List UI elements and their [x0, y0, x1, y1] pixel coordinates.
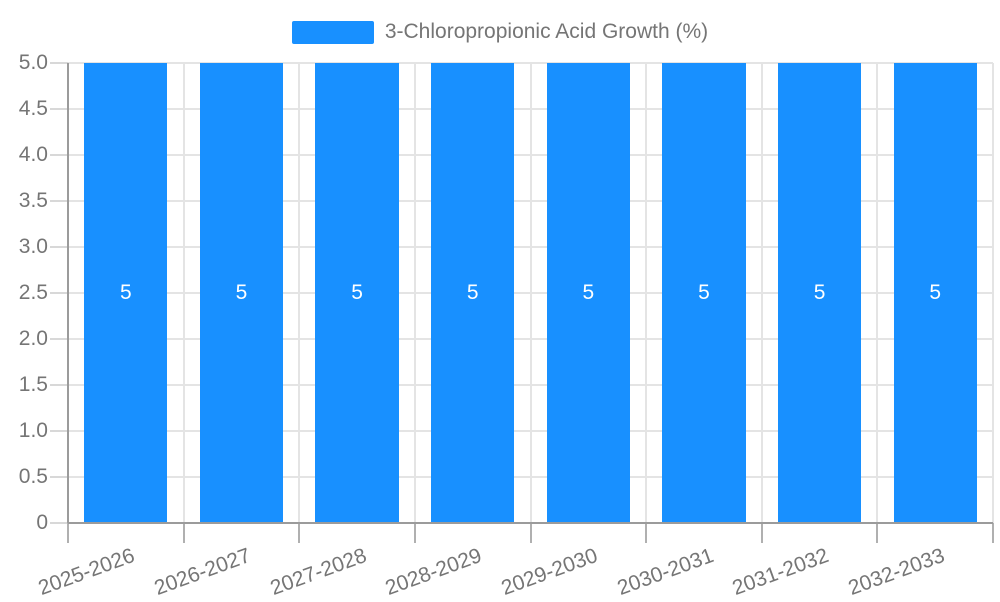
category-boundary-line [876, 63, 879, 523]
bar [777, 63, 862, 523]
x-axis-tick [876, 523, 879, 543]
y-axis-tick-label: 3.0 [18, 235, 48, 258]
x-axis-tick-label: 2028-2029 [382, 543, 485, 600]
category-boundary-line [413, 63, 416, 523]
bar-value-label: 5 [235, 281, 248, 304]
y-axis-tick [50, 246, 68, 248]
bar [431, 63, 515, 523]
x-axis-tick [992, 523, 994, 543]
x-axis-tick-label: 2029-2030 [498, 543, 601, 600]
y-axis-tick [50, 338, 68, 340]
bar [546, 63, 630, 523]
y-axis-line [67, 63, 69, 523]
y-axis-tick [50, 384, 68, 386]
x-axis-tick-label: 2027-2028 [267, 543, 370, 600]
x-axis-tick-label: 2032-2033 [845, 543, 948, 600]
y-axis-tick-label: 3.5 [18, 189, 48, 212]
legend-swatch-icon[interactable] [291, 20, 374, 44]
bar-value-label: 5 [351, 281, 363, 304]
y-axis-tick-label: 0.5 [18, 465, 48, 488]
x-axis-tick [529, 523, 532, 543]
y-axis-tick [50, 62, 68, 64]
y-axis-tick [50, 292, 68, 294]
y-axis-tick-label: 4.5 [18, 97, 48, 120]
y-axis-tick-label: 1.0 [18, 419, 48, 442]
bar-value-label: 5 [929, 281, 942, 304]
y-axis-tick [50, 476, 68, 478]
x-axis-tick-label: 2030-2031 [613, 543, 717, 600]
bar-value-label: 5 [582, 281, 595, 304]
x-axis-tick [182, 523, 185, 543]
category-boundary-line [298, 63, 301, 523]
y-axis-tick-label: 0 [36, 511, 48, 534]
x-axis-tick-label: 2031-2032 [729, 543, 832, 600]
category-boundary-line [645, 63, 648, 523]
y-axis-tick [50, 154, 68, 156]
x-axis-tick [760, 523, 763, 543]
legend-label[interactable]: 3-Chloropropionic Acid Growth (%) [384, 20, 709, 43]
x-axis-tick [413, 523, 416, 543]
y-axis-tick [50, 108, 68, 110]
y-axis-tick [50, 200, 68, 202]
x-axis-line [68, 522, 993, 524]
x-axis-tick-label: 2025-2026 [35, 543, 139, 600]
legend[interactable]: 3-Chloropropionic Acid Growth (%) [0, 19, 1000, 45]
bar-value-label: 5 [698, 281, 710, 304]
category-boundary-line [182, 63, 185, 523]
category-boundary-line [992, 63, 994, 523]
category-boundary-line [529, 63, 532, 523]
y-axis-tick-label: 4.0 [18, 143, 48, 166]
bar [662, 63, 746, 523]
bar [893, 63, 977, 523]
y-axis-tick-label: 1.5 [18, 373, 48, 396]
bar-value-label: 5 [119, 281, 132, 304]
bar [315, 63, 399, 523]
x-axis-tick [298, 523, 301, 543]
y-axis-tick-label: 2.0 [18, 327, 48, 350]
plot-area: 5.0 4.5 4.0 3.5 3.0 2.5 2.0 1.5 1.0 0.5 0 5 5 5 5 5 5 5 5 2… [19, 51, 994, 600]
bar [84, 63, 168, 523]
y-axis-tick [50, 522, 68, 524]
y-axis-tick-label: 2.5 [18, 281, 48, 304]
category-boundary-line [760, 63, 763, 523]
x-axis-tick-label: 2026-2027 [151, 543, 254, 600]
bar [199, 63, 284, 523]
x-axis-tick [67, 523, 69, 543]
x-axis-tick [645, 523, 648, 543]
bar-value-label: 5 [466, 281, 479, 304]
y-axis-tick [50, 430, 68, 432]
y-axis-tick-label: 5.0 [18, 51, 48, 74]
bar-value-label: 5 [813, 281, 826, 304]
